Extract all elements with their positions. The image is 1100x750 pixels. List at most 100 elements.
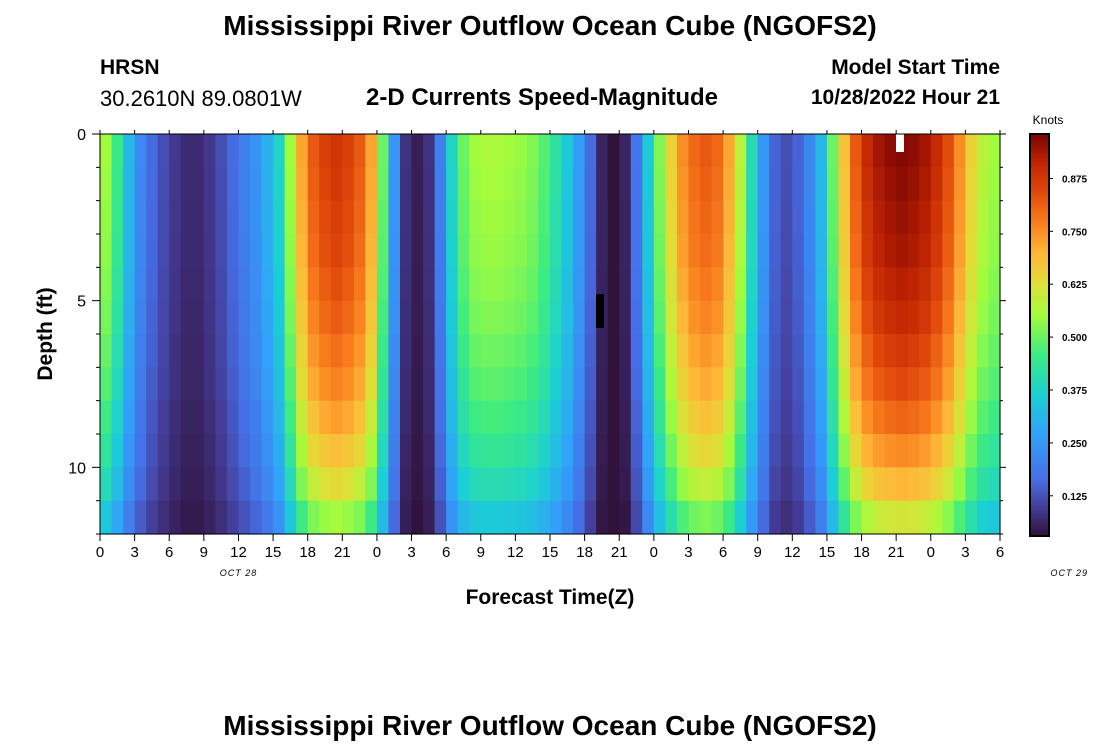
heatmap-cell <box>757 267 770 302</box>
heatmap-cell <box>503 200 516 235</box>
heatmap-cell <box>838 134 851 168</box>
heatmap-cell <box>250 167 263 202</box>
heatmap-cell <box>457 334 470 368</box>
heatmap-cell <box>711 500 724 535</box>
heatmap-cell <box>457 500 470 535</box>
heatmap-cell <box>376 200 390 235</box>
heatmap-cell <box>238 234 251 268</box>
heatmap-cell <box>769 400 782 435</box>
heatmap-cell <box>203 467 216 502</box>
heatmap-cell <box>192 367 205 402</box>
heatmap-cell <box>296 234 309 268</box>
heatmap-cell <box>180 267 193 302</box>
heatmap-cell <box>146 467 159 502</box>
heatmap-cell <box>319 467 332 502</box>
heatmap-cell <box>596 467 609 502</box>
heatmap-cell <box>492 467 505 502</box>
heatmap-cell <box>953 467 966 502</box>
heatmap-cell <box>353 467 366 502</box>
heatmap-cell <box>261 200 274 235</box>
heatmap-cell <box>273 434 286 468</box>
heatmap-cell <box>284 500 297 535</box>
heatmap-cell <box>123 500 136 535</box>
heatmap-cell <box>215 434 228 468</box>
heatmap-cell <box>700 134 713 168</box>
x-tick-label: 6 <box>442 544 450 561</box>
heatmap-cell <box>261 500 274 535</box>
heatmap-cell <box>146 367 159 402</box>
page-title: Mississippi River Outflow Ocean Cube (NG… <box>223 10 877 41</box>
heatmap-cell <box>642 234 655 268</box>
heatmap-cell <box>446 400 459 435</box>
heatmap-cell <box>538 500 551 535</box>
heatmap-cell <box>480 334 493 368</box>
heatmap-cell <box>803 134 816 168</box>
heatmap-cell <box>319 334 332 368</box>
heatmap-cell <box>711 134 724 168</box>
heatmap-cell <box>273 300 286 335</box>
heatmap-cell <box>284 434 297 468</box>
heatmap-cell <box>873 467 886 502</box>
heatmap-cell <box>226 134 240 168</box>
heatmap-cell <box>861 467 874 502</box>
heatmap-cell <box>665 167 678 202</box>
heatmap-cell <box>688 167 701 202</box>
x-tick-label: 15 <box>265 544 282 561</box>
heatmap-cell <box>319 300 332 335</box>
heatmap-cell <box>930 434 943 468</box>
heatmap-cell <box>573 167 586 202</box>
heatmap-cell <box>192 234 205 268</box>
heatmap-cell <box>550 167 563 202</box>
heatmap-cell <box>457 367 470 402</box>
heatmap-cell <box>873 334 886 368</box>
heatmap-cell <box>676 400 690 435</box>
heatmap-cell <box>942 267 955 302</box>
heatmap-cell <box>250 500 263 535</box>
heatmap-cell <box>146 434 159 468</box>
heatmap-cell <box>330 434 343 468</box>
heatmap-cell <box>273 334 286 368</box>
heatmap-cell <box>746 234 759 268</box>
heatmap-cell <box>423 434 436 468</box>
heatmap-cell <box>423 134 436 168</box>
heatmap-chart: 0 5 10 0 3 6 9 12 15 18 21 0 3 6 9 12 15 18 21 0 3 6 9 12 15 18 2… <box>34 113 1087 609</box>
heatmap-cell <box>353 167 366 202</box>
heatmap-cell <box>169 300 182 335</box>
heatmap-cell <box>896 434 909 468</box>
heatmap-cell <box>780 434 793 468</box>
heatmap-cell <box>273 400 286 435</box>
heatmap-cell <box>596 267 609 302</box>
heatmap-cell <box>342 467 355 502</box>
heatmap-cell <box>411 167 424 202</box>
heatmap-cell <box>723 400 736 435</box>
heatmap-cell <box>434 434 447 468</box>
heatmap-cell <box>942 134 955 168</box>
heatmap-cell <box>734 234 747 268</box>
heatmap-cell <box>688 334 701 368</box>
heatmap-cell <box>780 267 793 302</box>
heatmap-cell <box>353 334 366 368</box>
heatmap-cell <box>492 200 505 235</box>
heatmap-cell <box>988 300 1001 335</box>
heatmap-cell <box>134 134 147 168</box>
heatmap-cell <box>850 267 863 302</box>
heatmap-cell <box>642 334 655 368</box>
heatmap-cell <box>988 434 1001 468</box>
heatmap-cell <box>803 267 816 302</box>
heatmap-cell <box>919 134 932 168</box>
heatmap-cell <box>700 234 713 268</box>
heatmap-cell <box>203 134 216 168</box>
heatmap-cell <box>873 434 886 468</box>
heatmap-cell <box>757 334 770 368</box>
heatmap-cell <box>503 434 516 468</box>
heatmap-cell <box>573 300 586 335</box>
heatmap-cell <box>884 267 897 302</box>
station-id: HRSN <box>100 56 160 79</box>
heatmap-cell <box>480 434 493 468</box>
heatmap-cell <box>538 167 551 202</box>
missing-data-mark <box>596 294 604 328</box>
heatmap-cell <box>803 400 816 435</box>
heatmap-cell <box>723 467 736 502</box>
heatmap-cell <box>388 167 401 202</box>
heatmap-cell <box>100 400 113 435</box>
